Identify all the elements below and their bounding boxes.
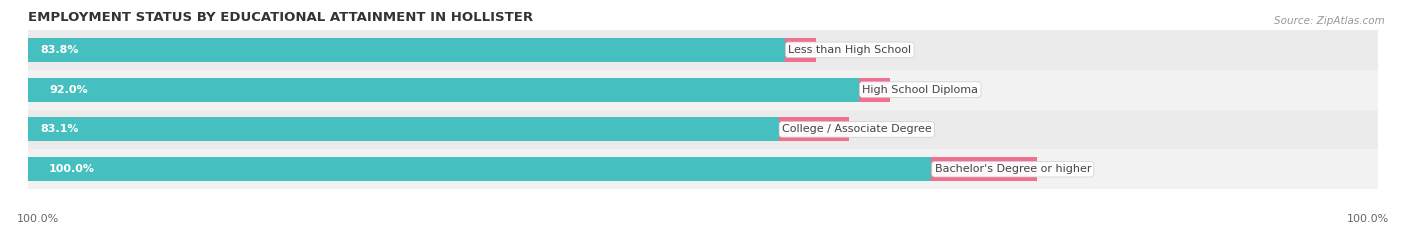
Bar [28,70,1378,110]
Bar [779,117,849,141]
Bar [859,78,890,102]
Bar [931,157,1038,181]
Bar [28,78,859,102]
Text: High School Diploma: High School Diploma [862,85,979,95]
Text: 83.1%: 83.1% [41,124,79,134]
Bar [785,38,817,62]
Text: 83.8%: 83.8% [41,45,79,55]
Text: Source: ZipAtlas.com: Source: ZipAtlas.com [1274,16,1385,26]
Text: 100.0%: 100.0% [1347,214,1389,224]
Bar [28,149,1378,189]
Text: College / Associate Degree: College / Associate Degree [782,124,932,134]
Text: 100.0%: 100.0% [17,214,59,224]
Bar [28,117,779,141]
Bar [28,30,1378,70]
Text: 100.0%: 100.0% [49,164,94,174]
Bar [28,110,1378,149]
Text: 11.1%: 11.1% [862,124,897,134]
Text: Less than High School: Less than High School [789,45,911,55]
Text: 0.0%: 0.0% [827,45,855,55]
Text: 16.7%: 16.7% [1049,164,1085,174]
Text: Bachelor's Degree or higher: Bachelor's Degree or higher [935,164,1091,174]
Text: 92.0%: 92.0% [49,85,87,95]
Bar [28,157,931,181]
Text: EMPLOYMENT STATUS BY EDUCATIONAL ATTAINMENT IN HOLLISTER: EMPLOYMENT STATUS BY EDUCATIONAL ATTAINM… [28,11,533,24]
Bar [28,38,785,62]
Text: 0.0%: 0.0% [901,85,929,95]
